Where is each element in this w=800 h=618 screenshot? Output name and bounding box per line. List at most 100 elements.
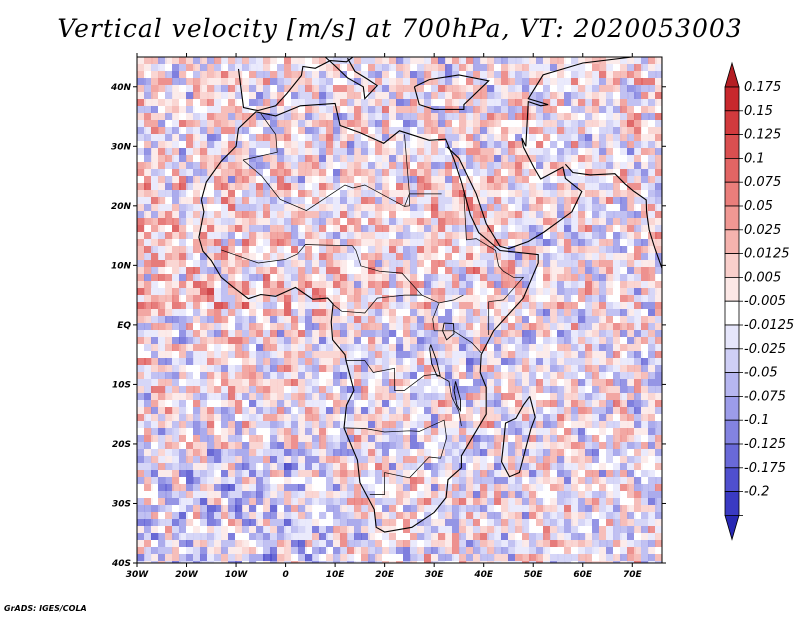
field-cell	[550, 379, 559, 386]
field-cell	[599, 78, 606, 85]
field-cell	[466, 379, 475, 386]
field-cell	[193, 288, 201, 295]
field-cell	[445, 456, 454, 463]
field-cell	[473, 246, 480, 253]
field-cell	[466, 435, 475, 442]
field-cell	[501, 435, 509, 442]
field-cell	[424, 148, 432, 155]
field-cell	[452, 71, 460, 78]
field-cell	[648, 281, 655, 288]
field-cell	[137, 309, 144, 316]
field-cell	[249, 246, 256, 253]
field-cell	[284, 155, 293, 162]
field-cell	[445, 428, 452, 435]
field-cell	[550, 232, 559, 239]
field-cell	[368, 372, 377, 379]
field-cell	[158, 85, 167, 92]
field-cell	[641, 64, 648, 71]
field-cell	[466, 344, 473, 351]
field-cell	[235, 190, 244, 197]
field-cell	[263, 309, 271, 316]
field-cell	[361, 148, 368, 155]
field-cell	[375, 260, 384, 267]
field-cell	[158, 92, 166, 99]
field-cell	[319, 85, 327, 92]
field-cell	[340, 512, 349, 519]
field-cell	[151, 470, 158, 477]
field-cell	[438, 477, 447, 484]
field-cell	[417, 449, 426, 456]
field-cell	[277, 463, 286, 470]
field-cell	[655, 85, 662, 92]
field-cell	[193, 176, 201, 183]
field-cell	[340, 239, 348, 246]
field-cell	[340, 393, 348, 400]
field-cell	[466, 239, 475, 246]
field-cell	[382, 498, 389, 505]
field-cell	[193, 92, 200, 99]
field-cell	[305, 162, 313, 169]
field-cell	[200, 337, 207, 344]
field-cell	[326, 92, 335, 99]
field-cell	[368, 260, 376, 267]
field-cell	[298, 253, 307, 260]
field-cell	[473, 295, 482, 302]
field-cell	[431, 491, 439, 498]
field-cell	[277, 106, 286, 113]
field-cell	[151, 323, 159, 330]
field-cell	[382, 351, 389, 358]
field-cell	[578, 225, 587, 232]
field-cell	[403, 428, 411, 435]
field-cell	[179, 253, 188, 260]
field-cell	[529, 190, 538, 197]
field-cell	[550, 246, 558, 253]
field-cell	[452, 428, 461, 435]
field-cell	[648, 218, 655, 225]
field-cell	[536, 148, 543, 155]
field-cell	[529, 281, 536, 288]
field-cell	[347, 190, 356, 197]
field-cell	[375, 365, 383, 372]
field-cell	[522, 148, 531, 155]
field-cell	[403, 260, 411, 267]
field-cell	[473, 106, 482, 113]
field-cell	[137, 407, 144, 414]
field-cell	[515, 295, 522, 302]
field-cell	[179, 372, 188, 379]
field-cell	[144, 190, 153, 197]
field-cell	[473, 288, 482, 295]
field-cell	[550, 78, 558, 85]
field-cell	[165, 372, 172, 379]
field-cell	[620, 414, 629, 421]
field-cell	[235, 204, 242, 211]
field-cell	[340, 484, 347, 491]
field-cell	[578, 295, 586, 302]
field-cell	[263, 85, 271, 92]
field-cell	[473, 260, 482, 267]
field-cell	[389, 190, 396, 197]
field-cell	[151, 246, 158, 253]
field-cell	[655, 379, 662, 386]
field-cell	[326, 127, 334, 134]
field-cell	[515, 428, 524, 435]
field-cell	[221, 379, 229, 386]
field-cell	[361, 519, 369, 526]
field-cell	[305, 309, 314, 316]
field-cell	[424, 288, 433, 295]
field-cell	[291, 85, 300, 92]
field-cell	[221, 435, 230, 442]
field-cell	[417, 435, 426, 442]
field-cell	[641, 176, 650, 183]
field-cell	[298, 71, 307, 78]
field-cell	[592, 351, 599, 358]
field-cell	[193, 141, 202, 148]
field-cell	[641, 92, 649, 99]
field-cell	[354, 449, 363, 456]
field-cell	[221, 372, 230, 379]
field-cell	[326, 309, 333, 316]
field-cell	[207, 120, 214, 127]
field-cell	[249, 260, 257, 267]
field-cell	[417, 281, 426, 288]
field-cell	[382, 372, 389, 379]
field-cell	[564, 372, 573, 379]
